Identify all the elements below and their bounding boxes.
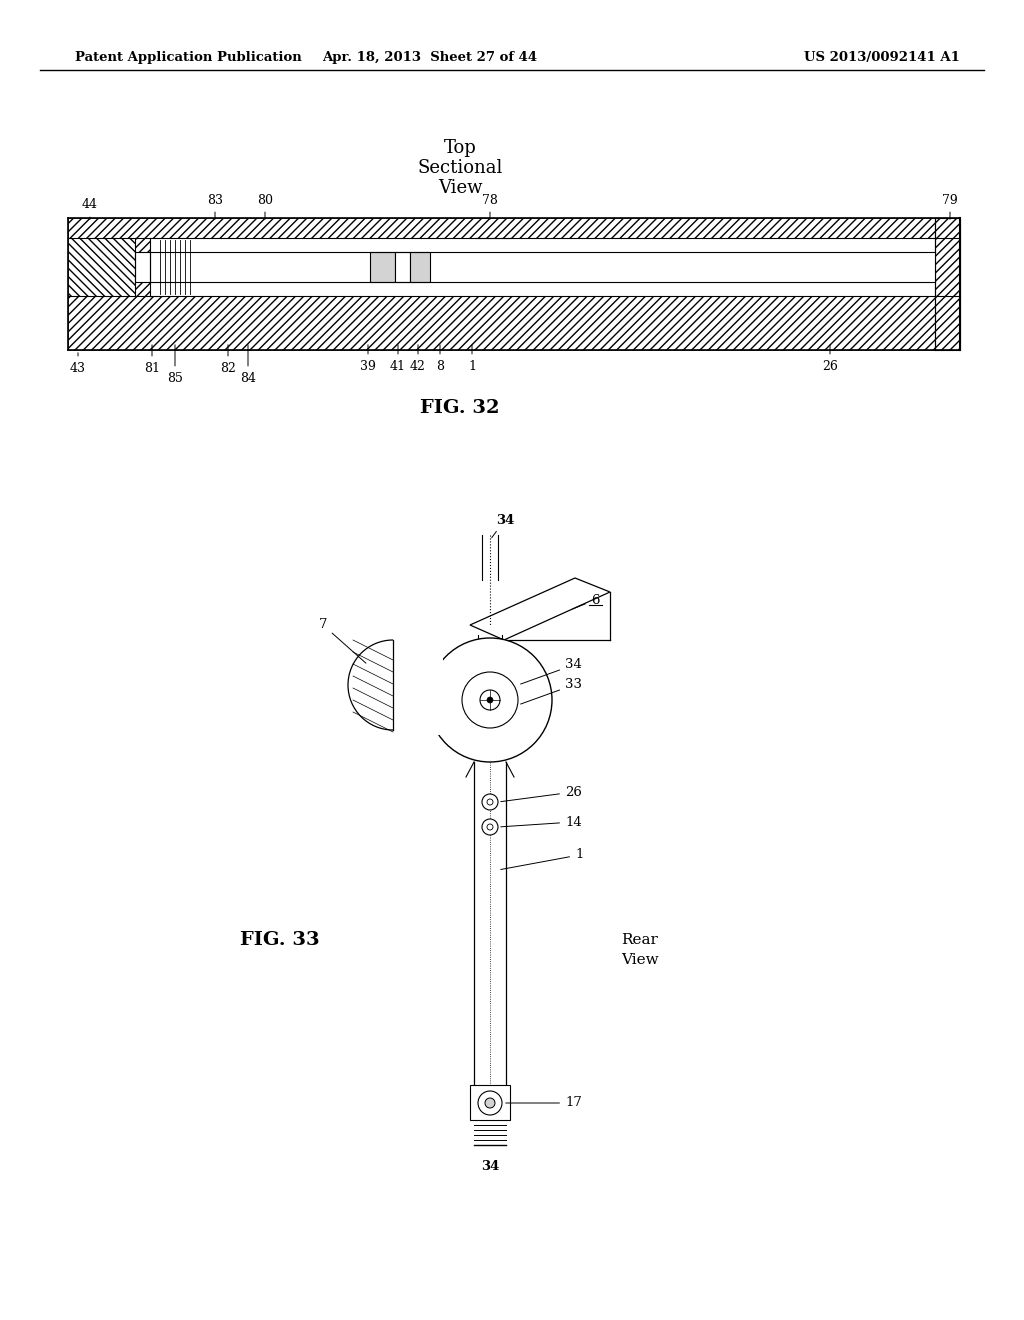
Text: 1: 1 bbox=[468, 345, 476, 372]
Text: US 2013/0092141 A1: US 2013/0092141 A1 bbox=[804, 51, 961, 65]
Bar bbox=[68, 218, 935, 238]
Text: 85: 85 bbox=[167, 345, 183, 384]
Bar bbox=[135, 252, 150, 282]
Text: 43: 43 bbox=[70, 352, 86, 375]
Text: 33: 33 bbox=[520, 678, 582, 704]
Text: FIG. 33: FIG. 33 bbox=[241, 931, 319, 949]
Text: 39: 39 bbox=[360, 345, 376, 372]
Text: 34: 34 bbox=[492, 513, 514, 537]
Text: Patent Application Publication: Patent Application Publication bbox=[75, 51, 302, 65]
Text: 6: 6 bbox=[572, 594, 599, 609]
Text: 8: 8 bbox=[436, 345, 444, 372]
Text: 34: 34 bbox=[481, 1160, 499, 1173]
Text: 17: 17 bbox=[506, 1097, 582, 1110]
Text: View: View bbox=[622, 953, 658, 968]
Circle shape bbox=[487, 697, 493, 704]
Circle shape bbox=[482, 818, 498, 836]
Text: 82: 82 bbox=[220, 345, 236, 375]
Bar bbox=[395, 252, 410, 282]
Bar bbox=[370, 252, 395, 282]
Text: 78: 78 bbox=[482, 194, 498, 219]
Circle shape bbox=[348, 640, 438, 730]
Text: 34: 34 bbox=[520, 659, 582, 684]
Text: View: View bbox=[437, 180, 482, 197]
Text: 26: 26 bbox=[822, 345, 838, 372]
Text: 14: 14 bbox=[501, 816, 582, 829]
Text: 84: 84 bbox=[240, 345, 256, 384]
Bar bbox=[150, 252, 935, 282]
Circle shape bbox=[487, 824, 493, 830]
Text: FIG. 32: FIG. 32 bbox=[420, 399, 500, 417]
Circle shape bbox=[428, 638, 552, 762]
Bar bbox=[393, 635, 443, 735]
Bar bbox=[68, 296, 935, 350]
Circle shape bbox=[478, 1092, 502, 1115]
Bar bbox=[935, 218, 961, 350]
Text: 80: 80 bbox=[257, 194, 273, 219]
Text: Top: Top bbox=[443, 139, 476, 157]
Text: Sectional: Sectional bbox=[418, 158, 503, 177]
Text: 83: 83 bbox=[207, 194, 223, 219]
Text: 81: 81 bbox=[144, 345, 160, 375]
Circle shape bbox=[485, 1098, 495, 1107]
Bar bbox=[470, 1085, 510, 1119]
Text: Rear: Rear bbox=[622, 933, 658, 946]
Text: 42: 42 bbox=[410, 345, 426, 372]
Circle shape bbox=[480, 690, 500, 710]
Text: 44: 44 bbox=[82, 198, 98, 219]
Circle shape bbox=[487, 799, 493, 805]
Polygon shape bbox=[470, 578, 610, 640]
Bar bbox=[68, 238, 135, 296]
Text: 26: 26 bbox=[501, 785, 582, 801]
Bar bbox=[410, 252, 430, 282]
Bar bbox=[150, 252, 935, 282]
Text: 1: 1 bbox=[501, 849, 584, 870]
Text: 79: 79 bbox=[942, 194, 957, 219]
Bar bbox=[135, 238, 150, 296]
Text: Apr. 18, 2013  Sheet 27 of 44: Apr. 18, 2013 Sheet 27 of 44 bbox=[323, 51, 538, 65]
Circle shape bbox=[462, 672, 518, 729]
Text: 7: 7 bbox=[318, 619, 366, 663]
Circle shape bbox=[482, 795, 498, 810]
Text: 41: 41 bbox=[390, 345, 406, 372]
